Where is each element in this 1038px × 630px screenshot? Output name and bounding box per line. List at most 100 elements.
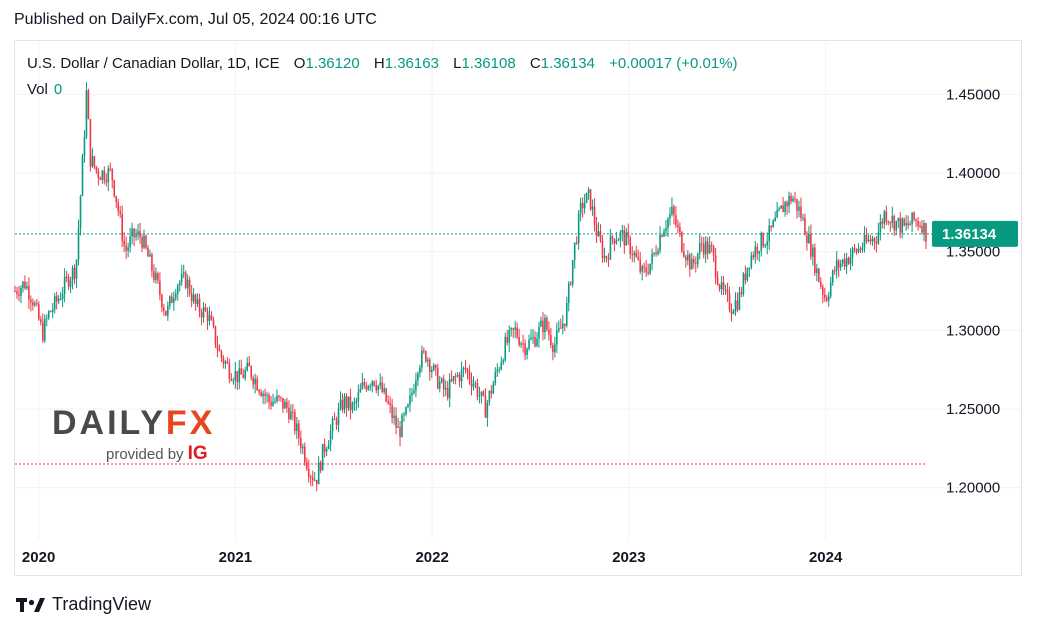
candle	[786, 200, 788, 215]
candle	[881, 218, 884, 229]
candle	[403, 411, 405, 422]
candle	[784, 200, 786, 217]
candle	[742, 271, 745, 297]
candle	[153, 264, 155, 283]
candle	[28, 277, 30, 309]
candle	[911, 212, 913, 233]
candle	[665, 220, 667, 237]
candle	[214, 325, 217, 349]
grid-lines	[15, 42, 1021, 540]
candle	[274, 397, 276, 404]
candle	[325, 446, 328, 457]
low-value: 1.36108	[461, 55, 516, 72]
candle	[24, 275, 26, 290]
candle	[381, 376, 383, 394]
candle	[67, 273, 70, 291]
candle	[506, 330, 509, 346]
candle	[51, 303, 54, 318]
candle	[764, 243, 767, 248]
candle	[419, 364, 421, 378]
candle	[365, 381, 368, 392]
candle	[532, 329, 534, 344]
candle	[464, 360, 467, 374]
candle	[230, 373, 233, 382]
open-value: 1.36120	[305, 55, 360, 72]
last-price-badge-box	[932, 220, 1018, 247]
candle	[218, 344, 221, 352]
candle	[661, 233, 663, 238]
candle	[288, 400, 290, 424]
candle	[210, 311, 213, 321]
y-tick-label: 1.45000	[946, 86, 1000, 103]
candle	[907, 215, 909, 230]
candle	[675, 206, 677, 229]
candle	[732, 308, 735, 315]
candle	[835, 251, 838, 279]
candle	[307, 459, 310, 483]
candle	[131, 222, 133, 245]
candle	[198, 293, 201, 318]
candle	[407, 403, 409, 409]
candle	[343, 392, 346, 414]
candle	[667, 216, 669, 237]
candle	[617, 237, 620, 241]
candle	[609, 228, 612, 260]
y-tick-label: 1.25000	[946, 401, 1000, 418]
candle	[43, 314, 46, 343]
candle	[411, 388, 413, 402]
candle	[810, 224, 812, 260]
candle	[252, 375, 254, 390]
ig-logo: IG	[187, 443, 208, 464]
candle	[87, 88, 90, 120]
candle	[837, 258, 840, 277]
candle	[774, 211, 776, 222]
candle	[595, 216, 598, 244]
candle	[313, 471, 316, 482]
candle	[409, 387, 411, 413]
candle	[121, 205, 123, 248]
candle	[117, 198, 120, 217]
candle	[641, 264, 643, 281]
candle	[256, 375, 258, 391]
candle	[901, 216, 903, 239]
candle	[143, 229, 145, 250]
candle	[335, 416, 338, 430]
candle	[75, 259, 78, 289]
candle	[22, 280, 24, 293]
candle	[95, 166, 98, 175]
candle	[244, 366, 247, 381]
candle	[863, 226, 866, 253]
candle	[97, 167, 100, 186]
candle	[643, 262, 645, 273]
candle	[748, 267, 751, 278]
candle	[133, 227, 135, 247]
candle	[119, 205, 121, 219]
candle	[337, 402, 340, 433]
candle	[105, 173, 108, 187]
candle	[246, 357, 249, 372]
candle	[768, 218, 771, 250]
candle	[804, 213, 806, 236]
candle	[280, 396, 282, 402]
candle	[490, 385, 493, 399]
candle	[802, 213, 804, 222]
candle	[758, 250, 761, 262]
candle	[649, 263, 651, 276]
candle	[18, 285, 20, 302]
candle	[621, 224, 624, 242]
candle	[873, 236, 876, 250]
provided-by-ig: provided by IG	[106, 443, 208, 464]
candle	[196, 293, 199, 308]
candle	[16, 286, 18, 300]
candle	[32, 298, 34, 311]
candle	[899, 212, 901, 239]
candle	[726, 282, 729, 302]
candle	[311, 470, 314, 487]
candle	[401, 412, 403, 438]
candle	[262, 390, 264, 404]
tradingview-footer[interactable]: TradingView	[16, 594, 151, 615]
candle	[47, 309, 50, 321]
candle	[663, 228, 665, 238]
candle	[821, 284, 824, 304]
